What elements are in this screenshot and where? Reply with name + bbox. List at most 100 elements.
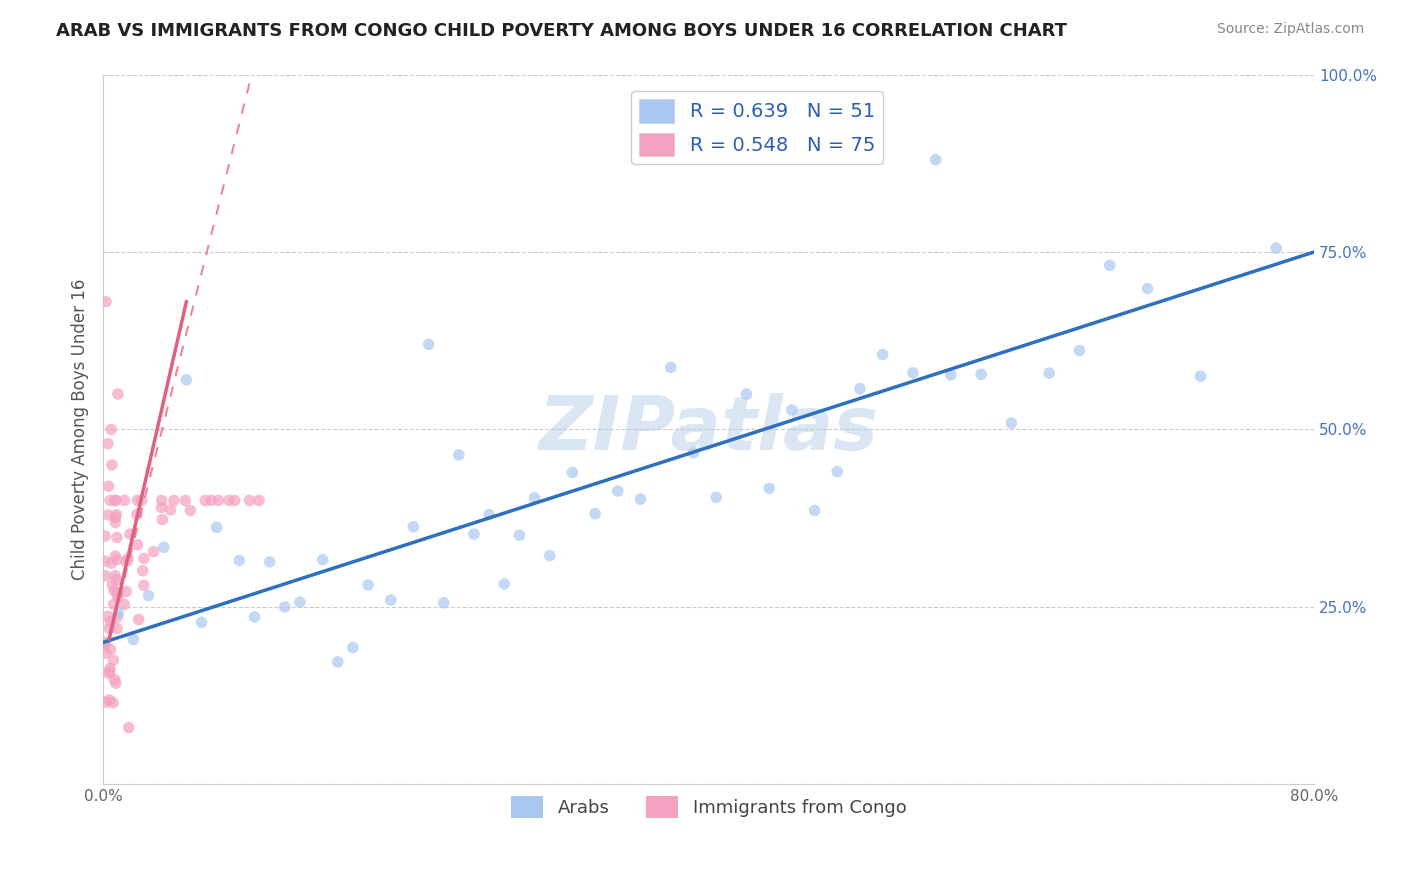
Point xyxy=(682,446,704,460)
Point xyxy=(105,531,128,545)
Point xyxy=(1000,416,1022,430)
Point xyxy=(105,610,128,624)
Point xyxy=(104,493,127,508)
Point xyxy=(311,552,333,566)
Point xyxy=(105,622,128,636)
Point xyxy=(104,516,127,530)
Point xyxy=(1098,258,1121,272)
Point xyxy=(463,527,485,541)
Point xyxy=(606,483,628,498)
Point xyxy=(100,642,122,657)
Point xyxy=(103,583,125,598)
Point xyxy=(122,632,145,647)
Point xyxy=(98,493,121,508)
Point xyxy=(94,635,117,649)
Point xyxy=(418,337,440,351)
Point xyxy=(107,606,129,620)
Point xyxy=(112,598,135,612)
Point xyxy=(98,622,121,636)
Point xyxy=(1069,343,1091,358)
Point xyxy=(150,500,173,515)
Legend: Arabs, Immigrants from Congo: Arabs, Immigrants from Congo xyxy=(503,789,914,825)
Point xyxy=(131,493,153,508)
Point xyxy=(150,513,173,527)
Point xyxy=(128,612,150,626)
Point xyxy=(1136,282,1159,296)
Point xyxy=(190,615,212,630)
Point xyxy=(105,586,128,600)
Text: ARAB VS IMMIGRANTS FROM CONGO CHILD POVERTY AMONG BOYS UNDER 16 CORRELATION CHAR: ARAB VS IMMIGRANTS FROM CONGO CHILD POVE… xyxy=(56,22,1067,40)
Point xyxy=(433,596,456,610)
Point xyxy=(118,721,141,735)
Point xyxy=(924,153,946,167)
Point xyxy=(174,493,197,508)
Point xyxy=(326,655,349,669)
Point xyxy=(478,508,501,522)
Point xyxy=(243,610,266,624)
Point xyxy=(259,555,281,569)
Point xyxy=(780,403,803,417)
Point xyxy=(112,493,135,508)
Point xyxy=(224,493,246,508)
Point xyxy=(94,529,117,543)
Point xyxy=(127,493,149,508)
Point xyxy=(125,508,148,522)
Point xyxy=(97,609,120,624)
Point xyxy=(447,448,470,462)
Point xyxy=(228,553,250,567)
Point xyxy=(1189,369,1212,384)
Point xyxy=(176,373,198,387)
Point xyxy=(803,503,825,517)
Point xyxy=(94,568,117,582)
Point xyxy=(107,590,129,604)
Point xyxy=(849,382,872,396)
Point xyxy=(97,508,120,522)
Point xyxy=(247,493,270,508)
Point xyxy=(118,527,141,541)
Point xyxy=(104,510,127,524)
Point xyxy=(1038,366,1060,380)
Point xyxy=(103,653,125,667)
Point xyxy=(105,573,128,587)
Point xyxy=(288,595,311,609)
Point xyxy=(380,593,402,607)
Point xyxy=(825,465,848,479)
Point xyxy=(127,538,149,552)
Point xyxy=(94,554,117,568)
Point xyxy=(132,564,155,578)
Point xyxy=(218,493,240,508)
Point xyxy=(138,589,160,603)
Point xyxy=(104,493,127,508)
Point xyxy=(970,368,993,382)
Point xyxy=(238,493,260,508)
Point xyxy=(939,368,962,382)
Point xyxy=(94,646,117,660)
Point xyxy=(583,507,606,521)
Point xyxy=(200,493,222,508)
Point xyxy=(104,568,127,582)
Point xyxy=(704,491,727,505)
Point xyxy=(630,492,652,507)
Point xyxy=(494,577,516,591)
Point xyxy=(659,360,682,375)
Point xyxy=(97,666,120,681)
Point xyxy=(98,693,121,707)
Point xyxy=(103,673,125,687)
Point xyxy=(901,366,924,380)
Point xyxy=(100,422,122,436)
Point xyxy=(274,599,297,614)
Point xyxy=(97,479,120,493)
Point xyxy=(103,598,125,612)
Point xyxy=(115,584,138,599)
Point xyxy=(104,676,127,690)
Point xyxy=(402,520,425,534)
Point xyxy=(152,540,174,554)
Point xyxy=(758,481,780,495)
Point xyxy=(100,556,122,570)
Point xyxy=(105,552,128,566)
Point xyxy=(132,578,155,592)
Point xyxy=(104,549,127,563)
Point xyxy=(107,387,129,401)
Point xyxy=(205,520,228,534)
Point xyxy=(1265,241,1288,255)
